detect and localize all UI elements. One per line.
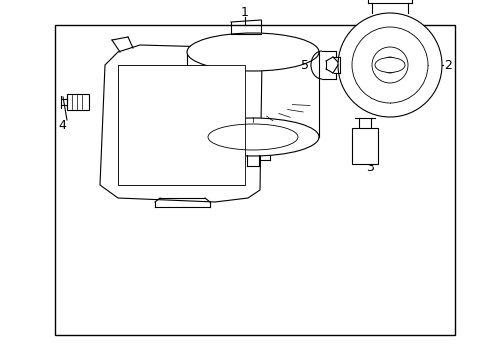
Text: 4: 4 [58,118,66,131]
Ellipse shape [374,58,404,72]
Text: 1: 1 [241,5,248,18]
Text: 3: 3 [366,161,373,174]
FancyBboxPatch shape [351,128,377,164]
Circle shape [371,47,407,83]
Bar [55,25,454,335]
Circle shape [381,57,397,73]
Polygon shape [100,45,262,202]
Ellipse shape [186,33,318,71]
Polygon shape [118,65,244,185]
Circle shape [351,27,427,103]
Circle shape [337,13,441,117]
FancyBboxPatch shape [67,94,89,110]
Text: 5: 5 [301,59,308,72]
Ellipse shape [186,118,318,156]
Text: 2: 2 [443,59,451,72]
